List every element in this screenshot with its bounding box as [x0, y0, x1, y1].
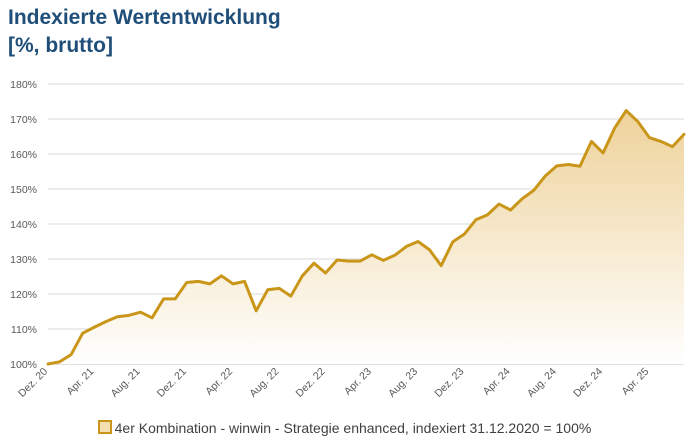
series-line-path	[46, 109, 686, 366]
legend-label: 4er Kombination - winwin - Strategie enh…	[114, 420, 592, 436]
chart-title: Indexierte Wertentwicklung [%, brutto]	[8, 4, 281, 60]
y-tick-label: 110%	[11, 324, 37, 336]
legend-swatch	[97, 420, 112, 434]
x-tick-label: Aug. 23	[386, 366, 420, 400]
series-line	[46, 109, 686, 366]
x-tick-label: Dez. 21	[155, 366, 189, 400]
area-fill	[48, 110, 684, 364]
chart-title-main: Indexierte Wertentwicklung	[8, 6, 281, 29]
legend: 4er Kombination - winwin - Strategie enh…	[0, 420, 689, 436]
x-tick-label: Dez. 24	[571, 366, 605, 400]
y-tick-label: 120%	[10, 289, 37, 301]
x-tick-label: Aug. 24	[525, 366, 559, 400]
y-tick-label: 140%	[10, 219, 37, 231]
x-tick-label: Dez. 23	[432, 366, 466, 400]
x-tick-label: Dez. 22	[294, 366, 328, 400]
y-tick-label: 160%	[10, 149, 37, 161]
x-tick-label: Apr. 25	[619, 366, 651, 398]
x-tick-label: Apr. 24	[481, 366, 513, 398]
y-tick-label: 170%	[10, 114, 37, 126]
x-tick-label: Apr. 21	[64, 366, 96, 398]
area-chart: 100% 110% 120% 130% 140% 150% 160% 170% 180% Dez…	[10, 79, 686, 400]
chart-subtitle: [%, brutto]	[8, 34, 113, 57]
x-tick-label: Aug. 22	[247, 366, 281, 400]
y-axis-labels: 100% 110% 120% 130% 140% 150% 160% 170% 180%	[10, 79, 37, 371]
x-tick-label: Aug. 21	[109, 366, 143, 400]
series-area	[48, 110, 684, 364]
x-tick-label: Apr. 22	[203, 366, 235, 398]
y-tick-label: 130%	[10, 254, 37, 266]
x-tick-label: Apr. 23	[342, 366, 374, 398]
y-tick-label: 180%	[10, 79, 37, 91]
y-tick-label: 100%	[10, 359, 37, 371]
x-axis-labels: Dez. 20 Apr. 21 Aug. 21 Dez. 21 Apr. 22 Aug. …	[16, 366, 651, 400]
y-tick-label: 150%	[10, 184, 37, 196]
